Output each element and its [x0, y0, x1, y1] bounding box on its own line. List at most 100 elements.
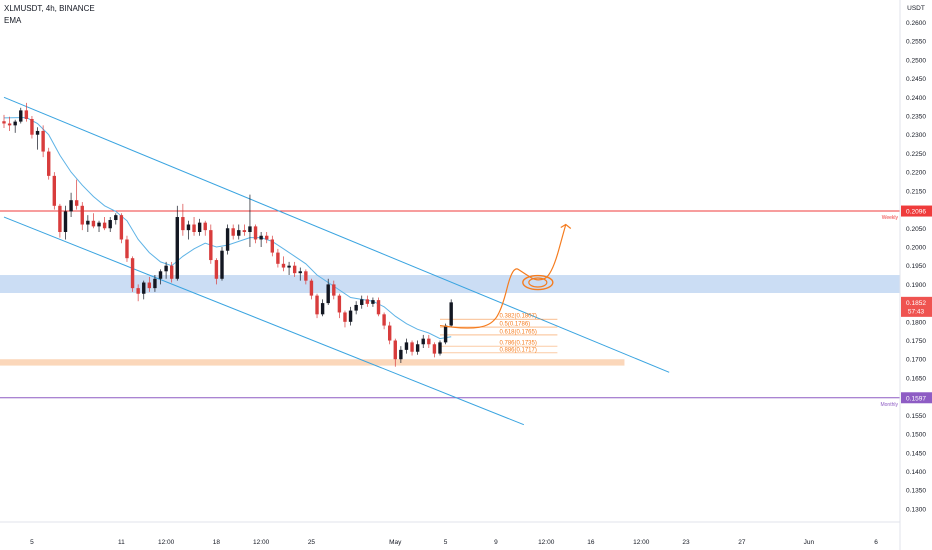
candle-body: [169, 265, 174, 279]
y-tick-label: 0.1500: [906, 432, 926, 439]
y-tick-label: 0.2000: [906, 244, 926, 251]
candle-body: [443, 325, 448, 343]
channel-lower-line: [3, 216, 525, 426]
last-price-badge: [901, 296, 932, 317]
y-tick-label: 0.2300: [906, 132, 926, 139]
y-tick-label: 0.2050: [906, 226, 926, 233]
y-tick-label: 0.1350: [906, 488, 926, 495]
y-tick-label: 0.1700: [906, 357, 926, 364]
target-circle-inner: [528, 277, 548, 288]
candle-body: [320, 303, 325, 315]
candle-body: [47, 151, 51, 176]
candle-body: [332, 284, 336, 296]
candle-body: [382, 314, 386, 326]
price-axis: USDT 0.2600 0.2550 0.2500 0.2450 0.2400 0.2350…: [899, 0, 932, 550]
fib-label-0.5: 0.5(0.1786): [499, 322, 530, 328]
x-tick-label: May: [389, 539, 402, 546]
candle-body: [292, 265, 297, 274]
candle-body: [371, 300, 375, 304]
y-tick-label: 0.1550: [906, 413, 926, 420]
y-tick-label: 0.1800: [906, 319, 926, 326]
candle-body: [253, 226, 258, 240]
candle-body: [147, 282, 152, 289]
candles-layer: [2, 102, 453, 367]
x-tick-label: 12:00: [538, 539, 555, 546]
candle-body: [2, 121, 6, 124]
zones-layer: [0, 275, 900, 366]
candle-body: [30, 118, 34, 135]
last-price-label: 0.1852: [906, 300, 926, 307]
candle-body: [449, 302, 453, 326]
x-tick-label: 9: [494, 539, 498, 546]
fib-label-0.618: 0.618(0.1765): [499, 329, 536, 335]
monthly-level-label: Monthly: [880, 402, 898, 408]
candle-body: [186, 224, 191, 231]
candle-body: [337, 295, 342, 313]
y-tick-label: 0.2150: [906, 188, 926, 195]
candle-body: [74, 200, 79, 206]
countdown-label: 57:43: [908, 308, 925, 315]
x-tick-label: 18: [213, 539, 221, 546]
candle-body: [387, 325, 392, 341]
x-tick-label: 12:00: [253, 539, 270, 546]
candle-body: [432, 344, 437, 354]
y-tick-label: 0.1650: [906, 375, 926, 382]
time-axis: 5 11 12:00 18 12:00 25 May 5 9 12:00 16 12:00 23 27 Ju…: [0, 521, 900, 546]
candle-body: [97, 222, 101, 227]
resistance-zone: [0, 275, 900, 293]
candle-body: [181, 217, 185, 231]
candle-body: [237, 230, 241, 236]
x-tick-label: 16: [587, 539, 595, 546]
candle-body: [298, 271, 302, 274]
x-tick-label: 6: [874, 539, 878, 546]
indicator-legend[interactable]: EMA: [4, 16, 22, 25]
candle-body: [410, 342, 414, 352]
candle-body: [80, 205, 84, 225]
candle-body: [315, 295, 319, 315]
x-tick-label: 25: [308, 539, 316, 546]
fib-label-0.886: 0.886(0.1717): [499, 347, 536, 353]
candle-body: [119, 215, 124, 240]
candle-body: [102, 222, 107, 229]
weekly-price-badge: [901, 205, 932, 217]
candle-body: [153, 278, 157, 289]
monthly-price-badge: [901, 392, 932, 404]
x-tick-label: 5: [444, 539, 448, 546]
candle-body: [365, 299, 370, 304]
candle-body: [225, 228, 230, 251]
y-tick-label: 0.2600: [906, 20, 926, 27]
candle-body: [415, 344, 420, 352]
candle-body: [19, 110, 23, 122]
candle-body: [220, 250, 224, 279]
projection-path: [439, 224, 567, 329]
y-tick-label: 0.2250: [906, 151, 926, 158]
candle-body: [427, 338, 431, 345]
y-tick-label: 0.1300: [906, 506, 926, 513]
currency-label: USDT: [907, 5, 925, 12]
candle-body: [248, 226, 252, 232]
x-tick-label: 5: [30, 539, 34, 546]
candle-body: [13, 121, 17, 126]
y-tick-label: 0.1900: [906, 282, 926, 289]
candle-body: [41, 130, 45, 152]
x-tick-label: 27: [738, 539, 746, 546]
candle-body: [7, 123, 12, 126]
candle-body: [376, 300, 381, 315]
weekly-level-label: Weekly: [882, 215, 899, 221]
x-tick-label: 11: [118, 539, 125, 546]
projection-layer: [439, 223, 572, 329]
candle-body: [360, 299, 364, 305]
candle-body: [326, 284, 330, 304]
candle-body: [35, 130, 40, 135]
candle-body: [142, 282, 146, 294]
candle-body: [309, 280, 314, 296]
levels-layer: Weekly Monthly: [0, 210, 900, 408]
y-tick-label: 0.1450: [906, 450, 926, 457]
candle-body: [281, 263, 286, 268]
symbol-title[interactable]: XLMUSDT, 4h, BINANCE: [4, 4, 95, 13]
fib-label-0.786: 0.786(0.1735): [499, 341, 536, 347]
channel-upper-line: [3, 96, 670, 373]
candle-body: [63, 211, 68, 232]
